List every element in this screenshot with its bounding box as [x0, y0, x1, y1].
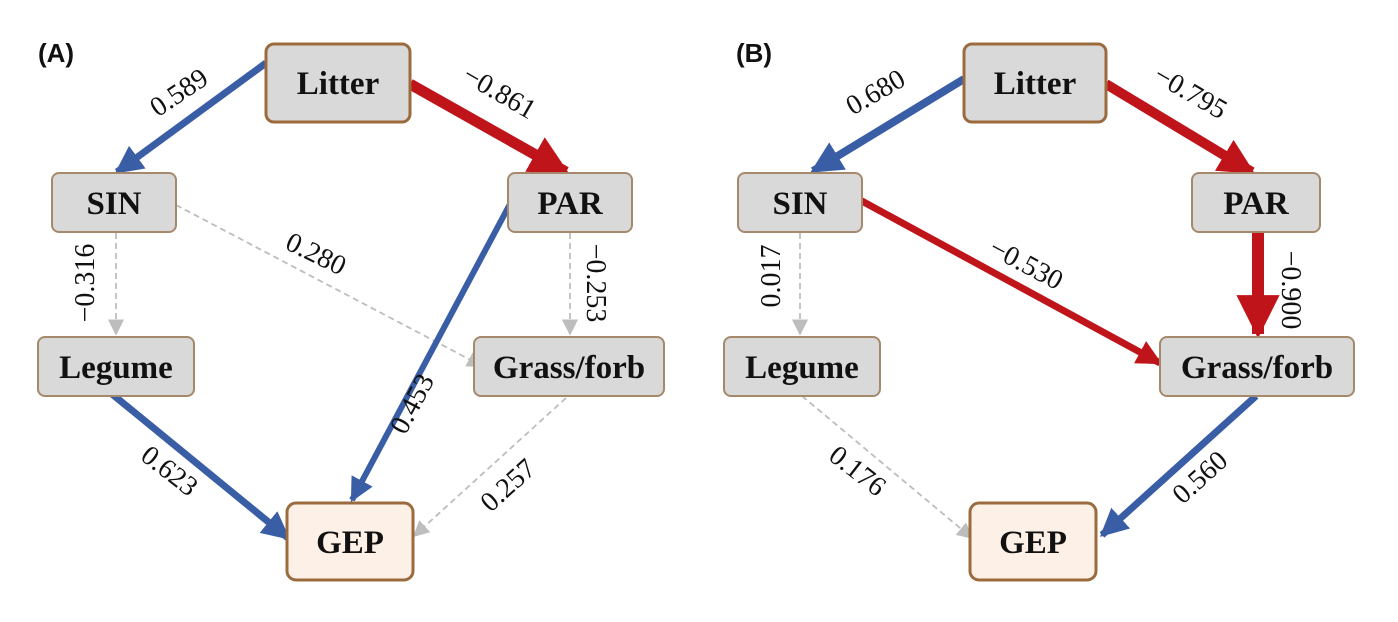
- arrow-a-litter-sin: [114, 60, 269, 175]
- coef-a-legume-gep: 0.623: [135, 440, 204, 503]
- node-b-grass: Grass/forb: [1159, 336, 1355, 397]
- arrow-b-legume-gep: [801, 395, 974, 540]
- node-b-gep: GEP: [968, 501, 1098, 582]
- coef-a-grass-gep: 0.257: [475, 453, 543, 518]
- path-b-litter-par: −0.795: [1103, 60, 1256, 177]
- arrow-a-sin-grass: [175, 204, 484, 367]
- arrow-a-par-gep: [349, 202, 513, 503]
- arrow-b-litter-par: [1103, 79, 1256, 177]
- node-a-par-label: PAR: [537, 186, 604, 222]
- node-a-grass-label: Grass/forb: [493, 350, 645, 386]
- node-a-litter: Litter: [264, 42, 412, 124]
- path-a-legume-gep: 0.623: [109, 391, 291, 541]
- node-a-par: PAR: [507, 172, 633, 233]
- coef-b-sin-legume: 0.017: [756, 245, 787, 308]
- path-a-sin-legume: −0.316: [70, 233, 125, 336]
- coef-a-sin-grass: 0.280: [281, 227, 351, 282]
- path-a-litter-par: −0.861: [407, 60, 570, 177]
- panel-a-label: (A): [38, 38, 74, 68]
- node-b-par-label: PAR: [1223, 186, 1290, 222]
- path-b-grass-gep: 0.560: [1099, 393, 1259, 538]
- node-b-legume-label: Legume: [745, 350, 859, 386]
- arrow-b-sin-grass: [858, 196, 1163, 367]
- node-b-par: PAR: [1191, 172, 1321, 233]
- node-b-grass-label: Grass/forb: [1181, 350, 1333, 386]
- panel-b-label: (B): [736, 38, 772, 68]
- path-b-sin-grass: −0.530: [858, 196, 1163, 367]
- node-b-gep-label: GEP: [999, 525, 1067, 561]
- node-b-litter-label: Litter: [994, 66, 1076, 102]
- node-b-sin-label: SIN: [772, 186, 827, 222]
- node-a-litter-label: Litter: [297, 66, 379, 102]
- path-b-litter-sin: 0.680: [810, 63, 967, 175]
- node-b-legume: Legume: [723, 336, 881, 397]
- arrow-b-litter-sin: [810, 75, 967, 175]
- path-a-litter-sin: 0.589: [114, 60, 269, 175]
- coef-b-par-grass: −0.900: [1275, 251, 1306, 330]
- arrow-a-litter-par: [407, 79, 570, 177]
- coef-b-legume-gep: 0.176: [823, 440, 892, 503]
- node-a-sin: SIN: [51, 172, 177, 233]
- panel-b: (B) 0.680 −0.795 0.017 −0.530 −0.900 0.1…: [723, 38, 1355, 582]
- path-b-par-grass: −0.900: [1236, 233, 1306, 339]
- coef-a-litter-sin: 0.589: [144, 62, 214, 123]
- node-a-grass: Grass/forb: [473, 336, 665, 397]
- panel-a: (A) 0.589 −0.861 −0.316 0.280 −0.253 0.4…: [37, 38, 665, 582]
- node-a-gep-label: GEP: [316, 525, 384, 561]
- arrow-a-grass-gep: [412, 397, 567, 538]
- arrow-a-legume-gep: [109, 391, 291, 541]
- node-a-gep: GEP: [285, 501, 415, 582]
- node-b-sin: SIN: [737, 172, 863, 233]
- node-a-sin-label: SIN: [86, 186, 141, 222]
- path-b-legume-gep: 0.176: [801, 395, 974, 540]
- path-a-par-grass: −0.253: [561, 233, 611, 336]
- node-a-legume-label: Legume: [59, 350, 173, 386]
- node-a-legume: Legume: [37, 336, 195, 397]
- node-b-litter: Litter: [962, 42, 1108, 124]
- path-b-sin-legume: 0.017: [756, 233, 809, 336]
- coef-a-par-grass: −0.253: [580, 244, 611, 323]
- path-a-grass-gep: 0.257: [412, 397, 567, 538]
- coef-b-grass-gep: 0.560: [1167, 445, 1235, 510]
- coef-b-litter-sin: 0.680: [841, 63, 911, 121]
- arrow-b-grass-gep: [1099, 393, 1259, 538]
- coef-a-sin-legume: −0.316: [70, 244, 101, 323]
- coef-a-par-gep: 0.453: [384, 369, 441, 439]
